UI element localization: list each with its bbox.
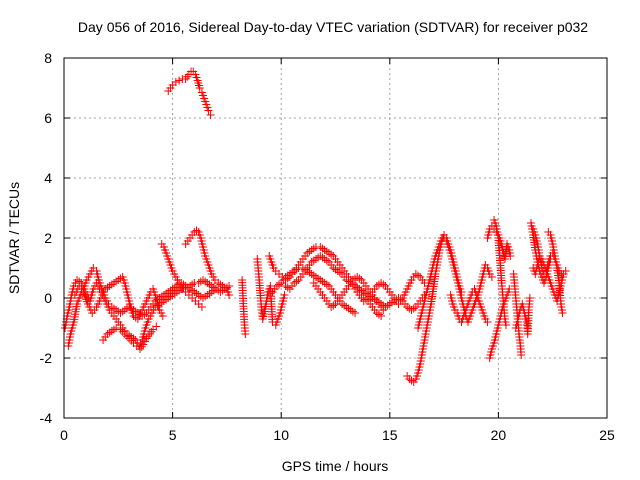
- data-point: [204, 106, 213, 115]
- x-tick-label: 15: [382, 427, 398, 443]
- x-tick-label: 0: [60, 427, 68, 443]
- data-point: [355, 274, 364, 283]
- data-point: [195, 84, 204, 92]
- y-axis-label: SDTVAR / TECUs: [6, 182, 22, 294]
- y-tick-label: 4: [44, 170, 52, 186]
- data-point: [407, 376, 416, 385]
- data-point: [212, 285, 221, 293]
- x-tick-label: 5: [169, 427, 177, 443]
- data-point: [292, 277, 301, 286]
- y-tick-label: 0: [44, 290, 52, 306]
- data-point: [206, 111, 215, 119]
- data-point: [561, 267, 570, 275]
- data-point: [379, 306, 388, 314]
- data-point: [506, 252, 515, 260]
- y-tick-label: 2: [44, 230, 52, 246]
- data-point: [558, 309, 567, 317]
- data-point: [517, 351, 526, 359]
- data-point: [127, 336, 136, 345]
- data-point: [483, 318, 492, 326]
- y-tick-label: -4: [40, 410, 53, 426]
- data-points: [61, 67, 570, 386]
- data-point: [374, 310, 383, 319]
- data-point: [241, 330, 250, 338]
- data-point: [379, 280, 388, 289]
- grid-lines: [64, 58, 607, 418]
- data-point: [175, 76, 184, 85]
- data-point: [275, 280, 284, 289]
- data-point: [118, 327, 127, 336]
- data-point: [283, 283, 292, 292]
- data-point: [487, 273, 496, 281]
- data-point: [377, 312, 386, 320]
- data-point: [140, 310, 149, 319]
- data-point: [351, 309, 360, 317]
- data-point: [525, 294, 534, 302]
- y-tick-label: 8: [44, 50, 52, 66]
- x-tick-label: 20: [491, 427, 507, 443]
- data-point: [183, 72, 192, 81]
- x-axis-label: GPS time / hours: [282, 458, 389, 474]
- axis-ticks: [63, 57, 608, 419]
- data-point: [225, 291, 234, 299]
- x-tick-labels: 0 5 10 15 20 25: [60, 427, 615, 443]
- data-point: [329, 301, 338, 310]
- data-point: [502, 321, 511, 329]
- y-tick-label: -2: [40, 350, 53, 366]
- data-point: [409, 304, 418, 313]
- data-point: [112, 324, 121, 332]
- data-point: [116, 325, 125, 334]
- x-tick-label: 25: [599, 427, 615, 443]
- data-point: [197, 303, 206, 311]
- x-tick-label: 10: [273, 427, 289, 443]
- data-point: [152, 322, 161, 331]
- data-point: [414, 271, 423, 280]
- y-tick-labels: -4 -2 0 2 4 6 8: [40, 50, 53, 426]
- data-point: [122, 332, 131, 341]
- y-tick-label: 6: [44, 110, 52, 126]
- data-point: [171, 78, 180, 86]
- chart-title: Day 056 of 2016, Sidereal Day-to-day VTE…: [78, 19, 588, 35]
- data-point: [158, 312, 167, 320]
- data-point: [280, 291, 289, 299]
